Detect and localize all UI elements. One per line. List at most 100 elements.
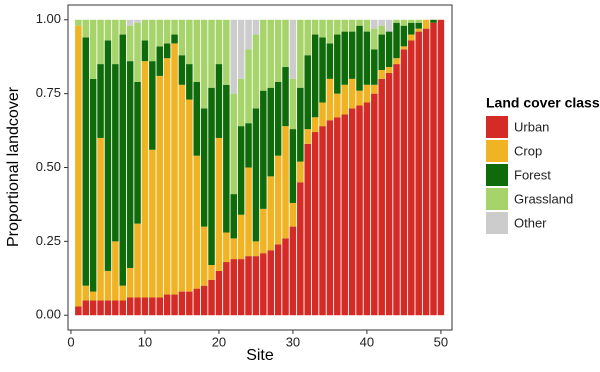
bar-segment bbox=[186, 64, 193, 100]
bar-segment bbox=[245, 19, 252, 50]
bar-segment bbox=[245, 49, 252, 124]
bar-segment bbox=[104, 40, 112, 271]
bar-segment bbox=[89, 19, 97, 79]
bar-segment bbox=[267, 250, 274, 316]
bar-segment bbox=[260, 208, 267, 254]
bar-segment bbox=[208, 87, 215, 266]
legend-swatch bbox=[486, 188, 508, 210]
bar-segment bbox=[289, 78, 297, 130]
bar-segment bbox=[393, 58, 400, 65]
bar-segment bbox=[215, 270, 223, 316]
y-tick-label: 0.50 bbox=[36, 159, 61, 174]
legend-label: Forest bbox=[514, 167, 551, 182]
bar-segment bbox=[156, 46, 164, 76]
bar-segment bbox=[156, 75, 164, 298]
bar-segment bbox=[311, 117, 319, 133]
bar-segment bbox=[163, 294, 171, 316]
bar-segment bbox=[215, 64, 223, 138]
bar-segment bbox=[193, 81, 200, 156]
bar-segment bbox=[274, 81, 282, 156]
bar-segment bbox=[156, 297, 164, 316]
bar-segment bbox=[356, 90, 363, 106]
bar-segment bbox=[282, 238, 289, 316]
bar-segment bbox=[319, 37, 326, 103]
bar-segment bbox=[112, 241, 119, 301]
bar-segment bbox=[215, 19, 223, 65]
legend-swatch bbox=[486, 116, 508, 138]
bar-segment bbox=[178, 291, 186, 316]
bar-segment bbox=[208, 279, 215, 316]
legend-label: Other bbox=[514, 215, 547, 230]
bar-segment bbox=[200, 108, 208, 227]
bar-segment bbox=[348, 108, 356, 316]
bar-segment bbox=[178, 84, 186, 292]
bar-segment bbox=[119, 285, 127, 301]
bar-segment bbox=[400, 49, 408, 316]
bar-segment bbox=[297, 182, 304, 316]
bar-segment bbox=[252, 19, 260, 35]
bar-segment bbox=[437, 19, 445, 316]
bar-segment bbox=[356, 19, 363, 26]
bar-segment bbox=[274, 19, 282, 82]
bar-segment bbox=[75, 306, 82, 316]
bar-segment bbox=[415, 22, 422, 29]
bar-segment bbox=[341, 84, 348, 115]
bar-segment bbox=[385, 72, 393, 316]
legend-label: Urban bbox=[514, 119, 549, 134]
legend-label: Crop bbox=[514, 143, 542, 158]
bar-segment bbox=[237, 78, 245, 127]
bar-segment bbox=[415, 28, 422, 32]
bar-segment bbox=[356, 105, 363, 316]
bar-segment bbox=[200, 19, 208, 109]
bar-segment bbox=[193, 288, 200, 316]
bar-segment bbox=[371, 28, 378, 50]
bar-segment bbox=[193, 19, 200, 82]
x-tick-label: 50 bbox=[434, 334, 448, 349]
bar-segment bbox=[163, 43, 171, 59]
bar-segment bbox=[230, 259, 237, 316]
bar-segment bbox=[200, 226, 208, 286]
bar-segment bbox=[311, 34, 319, 118]
bar-segment bbox=[104, 19, 112, 41]
bar-segment bbox=[119, 19, 127, 35]
bar-segment bbox=[112, 300, 119, 316]
bar-segment bbox=[371, 49, 378, 85]
bar-segment bbox=[223, 19, 230, 85]
bar-segment bbox=[348, 78, 356, 109]
bar-segment bbox=[171, 19, 178, 35]
bar-segment bbox=[252, 241, 260, 257]
bar-segment bbox=[82, 300, 90, 316]
bar-segment bbox=[274, 244, 282, 316]
bar-segment bbox=[186, 99, 193, 292]
bar-segment bbox=[134, 223, 141, 298]
bar-segment bbox=[237, 214, 245, 260]
bar-segment bbox=[126, 25, 134, 62]
bar-segment bbox=[134, 19, 141, 23]
bar-segment bbox=[245, 167, 252, 257]
bar-segment bbox=[230, 238, 237, 260]
bar-segment bbox=[126, 19, 134, 26]
x-tick-label: 40 bbox=[360, 334, 374, 349]
bar-segment bbox=[230, 93, 237, 195]
bar-segment bbox=[267, 176, 274, 251]
bar-segment bbox=[430, 19, 437, 23]
bar-segment bbox=[104, 300, 112, 316]
bar-segment bbox=[297, 161, 304, 183]
bar-segment bbox=[89, 78, 97, 292]
bar-segment bbox=[245, 256, 252, 316]
bar-segment bbox=[297, 87, 304, 162]
bar-segment bbox=[260, 90, 267, 209]
bar-segment bbox=[126, 267, 134, 298]
bar-segment bbox=[186, 19, 193, 65]
bar-segment bbox=[304, 19, 311, 56]
y-tick-label: 0.00 bbox=[36, 307, 61, 322]
legend-label: Grassland bbox=[514, 191, 573, 206]
bar-segment bbox=[415, 31, 422, 316]
bar-segment bbox=[252, 256, 260, 316]
bar-segment bbox=[311, 132, 319, 316]
bar-segment bbox=[97, 19, 104, 65]
bar-segment bbox=[334, 117, 341, 316]
bar-segment bbox=[297, 19, 304, 88]
bar-segment bbox=[82, 285, 90, 301]
bar-segment bbox=[267, 87, 274, 177]
